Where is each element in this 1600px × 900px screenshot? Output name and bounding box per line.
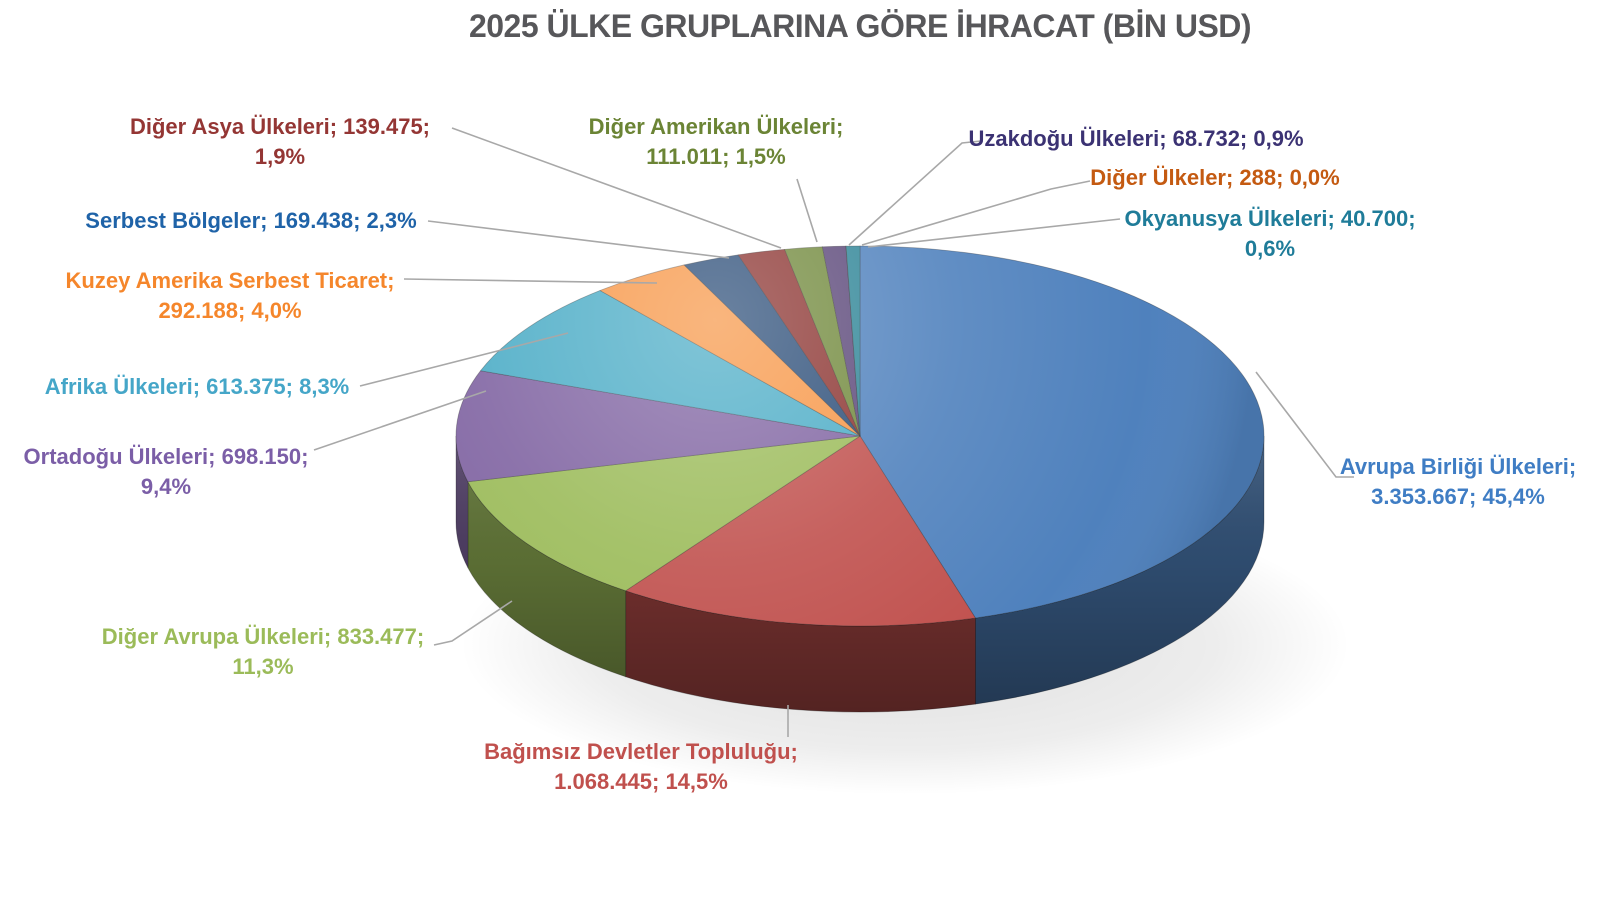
chart-title: 2025 ÜLKE GRUPLARINA GÖRE İHRACAT (BİN U… xyxy=(468,8,1252,44)
leader-line-ortadogu-ulkeleri xyxy=(313,390,487,451)
leader-line-diger-amerikan-ulkeleri xyxy=(796,178,818,243)
pie-rim-shading xyxy=(456,436,1264,712)
leader-line-afrika-ulkeleri xyxy=(359,332,569,387)
leader-line-uzakdogu-ulkeleri xyxy=(848,140,982,246)
leader-line-diger-avrupa-ulkeleri xyxy=(433,600,513,646)
leader-line-okyanusya-ulkeleri xyxy=(867,218,1121,248)
leader-lines xyxy=(313,127,1354,737)
leader-line-kuzey-amerika-serbest-ticaret xyxy=(403,278,658,284)
pie-gloss-highlight xyxy=(456,246,1264,626)
leader-line-diger-asya-ulkeleri xyxy=(451,127,782,249)
leader-line-avrupa-birligi-ulkeleri xyxy=(1255,371,1354,478)
pie-top xyxy=(455,245,1265,627)
leader-line-serbest-bolgeler xyxy=(427,220,730,259)
leader-line-diger-ulkeler xyxy=(861,180,1091,246)
